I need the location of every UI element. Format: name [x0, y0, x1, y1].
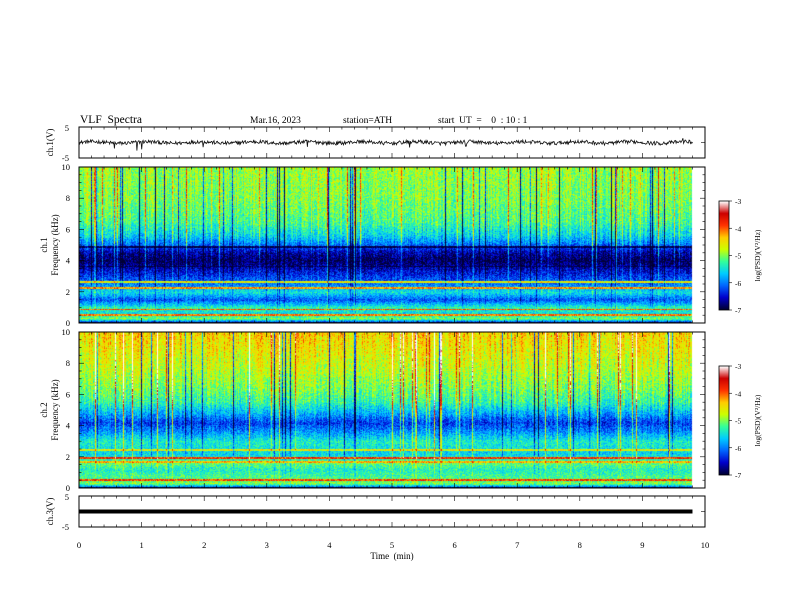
ch1-colorbar: -3 -4 -5 -6 -7 log(PSD)(V²/Hz) — [718, 197, 762, 315]
start-ut-label: start UT = 0 : 10 : 1 — [438, 116, 528, 126]
time-axis-ticklabel: 5 — [390, 540, 394, 550]
ch2-spectrogram-yticklabel: 10 — [62, 327, 71, 337]
ch1-spectrogram-heatmap — [79, 167, 705, 323]
ch1-colorbar-label: log(PSD)(V²/Hz) — [753, 229, 762, 281]
ch1-waveform-ticks — [78, 126, 706, 159]
ch2-colorbar-gradient — [719, 366, 729, 475]
ch2-colorbar: -3 -4 -5 -6 -7 log(PSD)(V²/Hz) — [718, 362, 762, 480]
ch1-colorbar-ticklabel: -7 — [735, 306, 741, 315]
ch2-spectrogram-yticklabels: 0 2 4 6 8 10 — [62, 327, 71, 493]
ch1-spectrogram-yticklabel: 6 — [66, 224, 70, 234]
ch2-spectrogram-yticklabel: 0 — [66, 483, 70, 493]
ch1-spectrogram-panel: ch.1 Frequency (kHz) 0 2 4 6 8 10 -3 -4 -5 -6 -7 … — [39, 162, 762, 328]
time-axis-ticklabel: 10 — [701, 540, 710, 550]
time-axis-ticklabel: 4 — [327, 540, 332, 550]
ch1-colorbar-gradient — [719, 201, 729, 310]
time-axis-ticklabel: 3 — [265, 540, 269, 550]
ch1-spectrogram-ticks — [78, 166, 706, 324]
ch2-spectrogram-yticklabel: 2 — [66, 452, 70, 462]
ch3-waveform-ytick-bottom: -5 — [62, 522, 69, 532]
ch1-colorbar-ticklabel: -5 — [735, 252, 741, 261]
ch1-waveform-line — [78, 138, 693, 151]
date-label: Mar.16, 2023 — [250, 116, 301, 126]
ch2-spectrogram-ylabel-freq: Frequency (kHz) — [50, 379, 60, 440]
ch1-spectrogram-ylabel-channel: ch.1 — [39, 237, 49, 252]
ch1-spectrogram-yticklabel: 0 — [66, 318, 70, 328]
ch3-waveform-ticks — [78, 495, 706, 528]
ch1-spectrogram-yticklabels: 0 2 4 6 8 10 — [62, 162, 71, 328]
ch2-spectrogram-heatmap — [79, 332, 705, 488]
ch2-colorbar-ticklabel: -6 — [735, 444, 741, 453]
ch2-spectrogram-yticklabel: 4 — [66, 421, 71, 431]
ch2-spectrogram-ylabel-channel: ch.2 — [39, 402, 49, 417]
ch2-spectrogram-yticklabel: 8 — [66, 358, 70, 368]
ch1-waveform-ylabel: ch.1(V) — [45, 129, 55, 157]
ch1-colorbar-ticklabel: -3 — [735, 197, 741, 206]
ch1-spectrogram-yticklabel: 8 — [66, 193, 70, 203]
ch1-colorbar-ticks: -3 -4 -5 -6 -7 — [729, 197, 741, 315]
ch2-colorbar-ticklabel: -4 — [735, 389, 741, 398]
ch3-waveform-ytick-top: 5 — [65, 492, 69, 502]
time-axis-ticklabels: 0 1 2 3 4 5 6 7 8 9 10 — [77, 540, 709, 550]
time-axis-ticklabel: 0 — [77, 540, 81, 550]
time-axis-ticklabel: 1 — [139, 540, 143, 550]
ch2-colorbar-ticklabel: -5 — [735, 417, 741, 426]
ch2-spectrogram-panel: ch.2 Frequency (kHz) 0 2 4 6 8 10 -3 -4 -5 -6 -7 … — [39, 327, 762, 493]
ch1-spectrogram-yticklabel: 10 — [62, 162, 71, 172]
ch1-colorbar-ticklabel: -6 — [735, 279, 741, 288]
ch2-colorbar-ticks: -3 -4 -5 -6 -7 — [729, 362, 741, 480]
ch1-spectrogram-yticklabel: 4 — [66, 256, 71, 266]
ch3-waveform-ylabel: ch.3(V) — [45, 498, 55, 526]
ch1-waveform-ytick-top: 5 — [65, 123, 69, 133]
time-axis-ticklabel: 9 — [640, 540, 644, 550]
ch1-spectrogram-yticklabel: 2 — [66, 287, 70, 297]
time-axis-ticklabel: 6 — [452, 540, 456, 550]
ch3-waveform-panel: ch.3(V) 5 -5 0 1 2 3 4 5 6 7 8 9 10 Time (min) — [45, 492, 709, 561]
time-axis-ticklabel: 2 — [202, 540, 206, 550]
ch2-spectrogram-yticklabel: 6 — [66, 389, 70, 399]
ch2-colorbar-ticklabel: -3 — [735, 362, 741, 371]
ch2-colorbar-ticklabel: -7 — [735, 471, 741, 480]
ch1-colorbar-ticklabel: -4 — [735, 224, 741, 233]
time-axis-ticklabel: 7 — [515, 540, 519, 550]
ch1-spectrogram-ylabel-freq: Frequency (kHz) — [50, 214, 60, 275]
time-axis-label: Time (min) — [370, 551, 413, 561]
figure-title: VLF Spectra — [80, 114, 142, 126]
time-axis-ticklabel: 8 — [578, 540, 582, 550]
ch2-colorbar-label: log(PSD)(V²/Hz) — [753, 394, 762, 446]
ch1-waveform-panel: ch.1(V) 5 -5 — [45, 123, 706, 163]
ch2-spectrogram-ticks — [78, 331, 706, 489]
station-label: station=ATH — [343, 116, 392, 126]
ch1-waveform-ytick-bottom: -5 — [62, 153, 69, 163]
